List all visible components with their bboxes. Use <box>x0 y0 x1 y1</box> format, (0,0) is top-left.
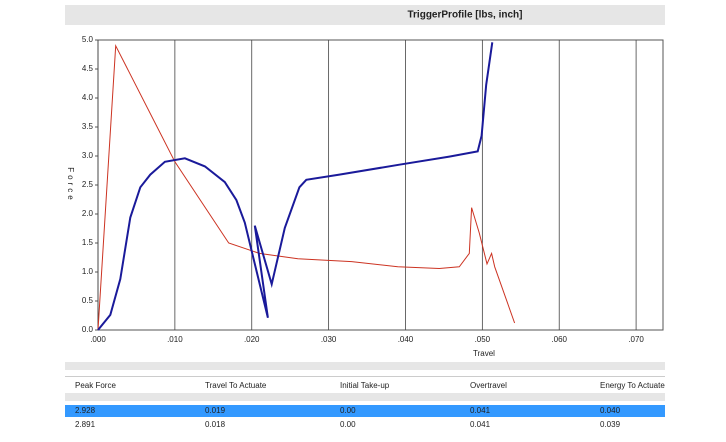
table-cell: 0.019 <box>205 406 226 415</box>
x-tick-label: .010 <box>167 335 183 344</box>
selected-row-highlight <box>65 405 665 417</box>
y-tick-label: 3.5 <box>82 122 94 131</box>
y-tick-label: 4.5 <box>82 64 94 73</box>
y-tick-label: 0.5 <box>82 296 94 305</box>
y-tick-label: 4.0 <box>82 93 94 102</box>
title-bar <box>65 5 665 25</box>
table-cell: 0.040 <box>600 406 621 415</box>
y-tick-label: 1.5 <box>82 238 94 247</box>
x-tick-label: .020 <box>244 335 260 344</box>
y-axis-label-text: Force <box>66 167 75 202</box>
separator <box>65 393 665 401</box>
x-tick-label: .000 <box>90 335 106 344</box>
table-cell: 0.039 <box>600 420 621 429</box>
x-tick-label: .050 <box>475 335 491 344</box>
column-header: Overtravel <box>470 381 507 390</box>
y-tick-label: 0.0 <box>82 325 94 334</box>
table-cell: 0.018 <box>205 420 226 429</box>
y-tick-label: 2.5 <box>82 180 94 189</box>
x-tick-label: .030 <box>321 335 337 344</box>
column-header: Energy To Actuate <box>600 381 665 390</box>
table-cell: 0.041 <box>470 406 491 415</box>
table-cell: 2.928 <box>75 406 96 415</box>
y-axis-label: Force <box>66 167 75 202</box>
column-header: Initial Take-up <box>340 381 390 390</box>
plot-frame <box>97 39 664 331</box>
table-cell: 0.00 <box>340 406 356 415</box>
data-line <box>97 43 516 331</box>
x-axis-label: Travel <box>473 349 495 358</box>
y-tick-label: 2.0 <box>82 209 94 218</box>
y-tick-label: 1.0 <box>82 267 94 276</box>
data-line <box>97 42 494 331</box>
column-header: Peak Force <box>75 381 116 390</box>
separator <box>65 362 665 370</box>
y-tick-label: 3.0 <box>82 151 94 160</box>
table-cell: 0.041 <box>470 420 491 429</box>
separator <box>65 376 665 377</box>
y-tick-label: 5.0 <box>82 35 94 44</box>
column-header: Travel To Actuate <box>205 381 267 390</box>
table-cell: 0.00 <box>340 420 356 429</box>
x-tick-label: .040 <box>398 335 414 344</box>
chart-title: TriggerProfile [lbs, inch] <box>407 10 522 21</box>
x-tick-label: .070 <box>628 335 644 344</box>
x-tick-label: .060 <box>551 335 567 344</box>
table-cell: 2.891 <box>75 420 96 429</box>
